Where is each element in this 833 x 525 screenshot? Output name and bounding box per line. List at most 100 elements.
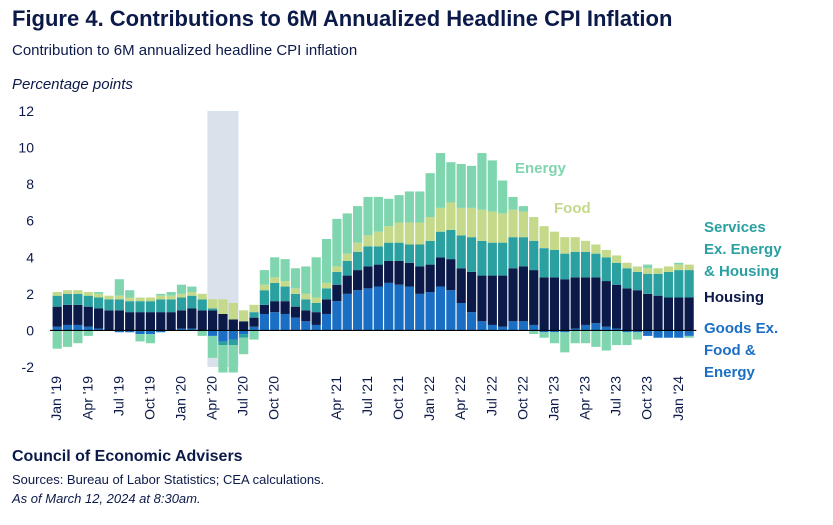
bar-segment: [415, 191, 425, 223]
bar-segment: [580, 240, 591, 252]
y-tick-label: -2: [22, 359, 35, 375]
bar-segment: [570, 251, 580, 278]
y-tick-label: 8: [26, 176, 34, 192]
bar-segment: [290, 293, 301, 307]
bar-segment: [73, 304, 83, 325]
bar-segment: [684, 264, 694, 271]
bar-segment: [353, 242, 363, 252]
bar-segment: [580, 277, 591, 325]
bar-segment: [466, 312, 477, 331]
bar-segment: [207, 335, 218, 358]
bar-segment: [529, 324, 539, 331]
bar-segment: [363, 235, 373, 247]
bar-segment: [83, 292, 93, 296]
bar-segment: [570, 328, 580, 331]
bar-segment: [62, 324, 73, 331]
bar-segment: [643, 268, 653, 274]
bar-segment: [342, 213, 352, 254]
bar-segment: [446, 259, 456, 291]
bar-segment: [321, 239, 332, 283]
bar-segment: [684, 335, 694, 338]
x-tick-label: Jan '24: [670, 376, 686, 421]
bar-segment: [94, 293, 104, 298]
bar-segment: [425, 240, 435, 265]
bar-segment: [114, 295, 124, 300]
bar-segment: [560, 237, 570, 254]
bar-segment: [353, 290, 363, 331]
bar-segment: [415, 244, 425, 267]
bar-segment: [197, 310, 207, 331]
bar-segment: [529, 217, 539, 241]
y-tick-label: 6: [26, 213, 34, 229]
bar-segment: [228, 345, 238, 373]
bar-segment: [529, 270, 539, 325]
bar-segment: [601, 257, 611, 282]
bar-segment: [446, 290, 456, 331]
bar-segment: [166, 295, 176, 300]
bar-segment: [539, 226, 549, 249]
bar-segment: [311, 303, 321, 313]
x-tick-label: Oct '23: [639, 376, 655, 420]
bar-segment: [384, 260, 394, 283]
bar-segment: [228, 303, 238, 320]
bar-segment: [249, 330, 259, 340]
bar-segment: [187, 328, 197, 331]
bar-segment: [549, 249, 560, 278]
y-tick-label: 12: [18, 103, 34, 119]
bar-segment: [176, 293, 187, 298]
bar-segment: [539, 248, 549, 278]
bar-segment: [446, 162, 456, 203]
bar-segment: [311, 257, 321, 298]
bar-segment: [280, 286, 290, 302]
bar-segment: [176, 328, 187, 331]
bar-segment: [52, 292, 62, 296]
bar-segment: [332, 266, 342, 272]
bar-segment: [301, 266, 311, 294]
bar-segment: [228, 330, 238, 340]
bar-segment: [601, 326, 611, 331]
bar-segment: [549, 332, 560, 344]
x-tick-label: Oct '21: [390, 376, 406, 420]
bar-segment: [94, 308, 104, 329]
bar-segment: [487, 211, 497, 243]
bar-segment: [539, 277, 549, 331]
bar-segment: [384, 226, 394, 243]
bar-segment: [404, 286, 415, 331]
bar-segment: [280, 313, 290, 331]
bar-segment: [114, 299, 124, 311]
bar-segment: [363, 246, 373, 267]
bar-segment: [52, 326, 62, 331]
bar-segment: [176, 310, 187, 329]
bar-segment: [125, 297, 135, 302]
bar-segment: [663, 266, 674, 272]
bar-segment: [394, 260, 404, 285]
bar-segment: [342, 260, 352, 276]
bar-segment: [560, 332, 570, 353]
bar-segment: [622, 332, 632, 346]
bar-segment: [373, 196, 383, 232]
bar-segment: [290, 306, 301, 318]
bar-segment: [353, 206, 363, 243]
bar-segment: [653, 330, 663, 338]
series-label-goods: Goods Ex.: [704, 320, 778, 337]
bar-segment: [539, 330, 549, 333]
y-tick-label: 2: [26, 286, 34, 302]
bar-segment: [487, 324, 497, 331]
bar-segment: [259, 313, 269, 331]
bar-segment: [187, 286, 197, 293]
x-tick-label: Apr '22: [452, 376, 468, 420]
bar-segment: [529, 330, 539, 335]
series-label-food: Food: [554, 200, 591, 217]
bar-segment: [332, 301, 342, 331]
bar-segment: [321, 313, 332, 331]
bar-segment: [125, 312, 135, 331]
bar-segment: [518, 321, 528, 331]
bar-segment: [52, 330, 62, 349]
bar-segment: [622, 268, 632, 289]
bar-segment: [539, 332, 549, 338]
bar-segment: [270, 312, 280, 331]
bar-segment: [321, 288, 332, 300]
bar-segment: [166, 292, 176, 296]
series-label-services: Ex. Energy: [704, 241, 782, 258]
bar-segment: [156, 295, 166, 300]
